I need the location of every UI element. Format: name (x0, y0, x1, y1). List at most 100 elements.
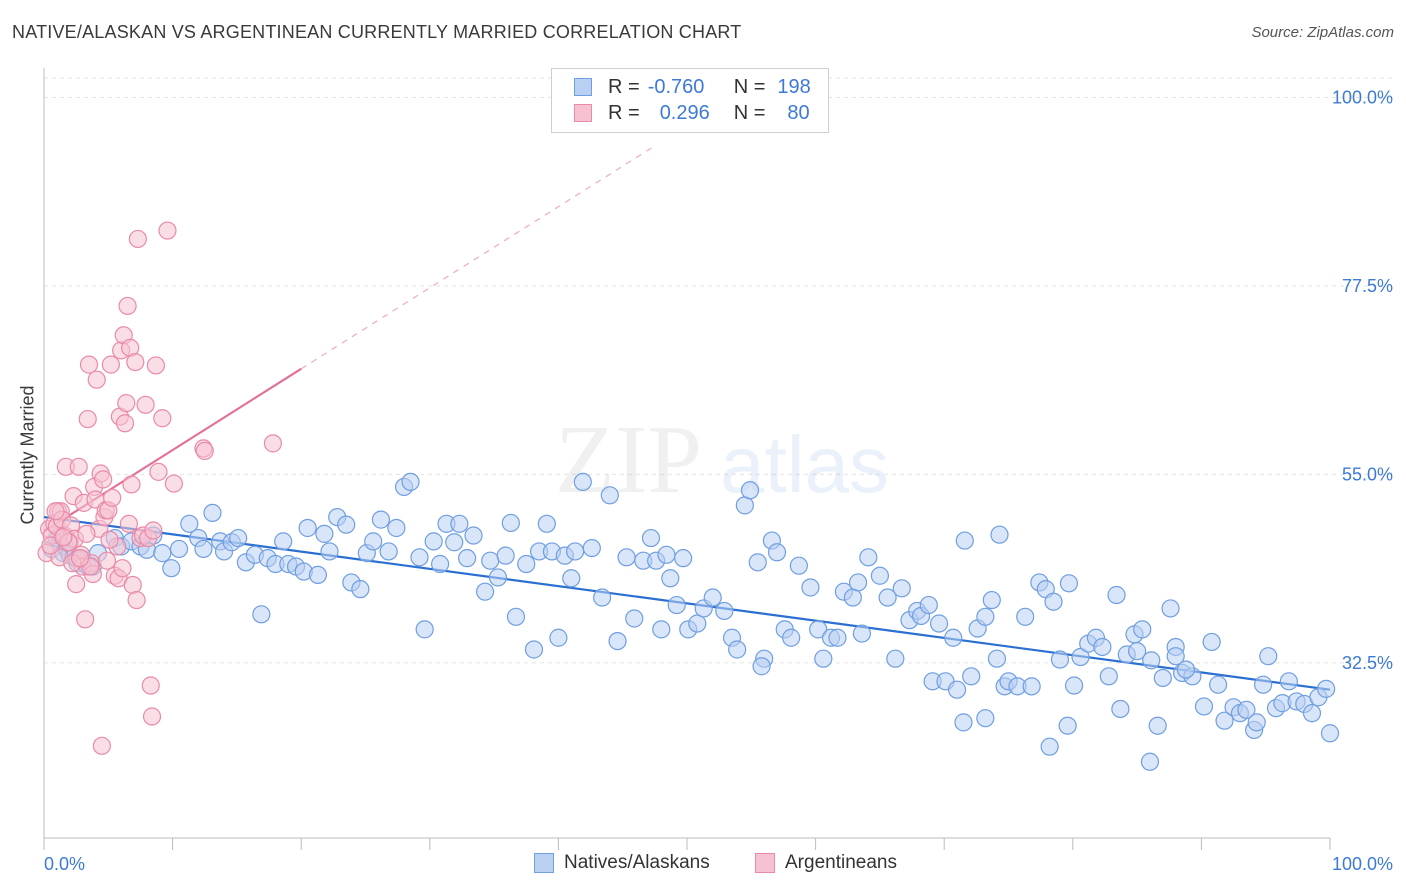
argentineans-point (123, 575, 142, 595)
argentineans-point (54, 528, 73, 547)
natives-point (180, 514, 199, 533)
natives-point (501, 513, 520, 533)
natives-point (814, 649, 833, 668)
natives-point (1247, 713, 1266, 732)
natives-point (728, 640, 747, 659)
natives-point (203, 503, 222, 523)
natives-point (430, 554, 450, 574)
natives-point (573, 472, 592, 492)
natives-point (1237, 700, 1256, 719)
argentineans-point (78, 409, 97, 429)
legend-n-label: N = (733, 75, 766, 98)
natives-point (617, 548, 636, 567)
natives-point (298, 518, 317, 538)
y-tick-label: 32.5% (1342, 653, 1393, 673)
natives-point (153, 544, 172, 563)
legend-item-natives: Natives/Alaskans (534, 852, 710, 874)
natives-point (488, 568, 508, 587)
natives-point (194, 539, 213, 559)
natives-point (1022, 677, 1041, 696)
natives-point (566, 542, 585, 561)
legend-r-value: -0.760 (647, 75, 705, 98)
natives-point (496, 546, 515, 565)
natives-point (1279, 672, 1298, 691)
natives-point (450, 514, 469, 533)
natives-point (641, 528, 661, 548)
natives-point (481, 551, 500, 570)
natives-point (1161, 599, 1180, 618)
natives-point (1059, 574, 1079, 593)
natives-point (1064, 676, 1084, 695)
legend-swatch-natives (574, 78, 592, 96)
argentineans-point (100, 530, 119, 549)
natives-point (990, 525, 1009, 544)
natives-point (976, 607, 995, 626)
argentineans-point (119, 514, 138, 533)
source-label: Source: ZipAtlas.com (1251, 24, 1394, 41)
argentineans-point (77, 524, 96, 543)
natives-point (1215, 711, 1234, 730)
series-natives-points (42, 472, 1340, 771)
natives-point (364, 532, 383, 551)
argentineans-point (94, 470, 113, 489)
natives-point (752, 657, 771, 676)
natives-point (1111, 699, 1130, 719)
argentineans-point (118, 296, 137, 316)
argentineans-point (103, 488, 122, 507)
legend-row-argentineans: R = 0.296 N = 80 (574, 100, 810, 126)
argentineans-point (146, 356, 165, 375)
natives-point (315, 524, 334, 543)
natives-point (593, 588, 612, 607)
natives-point (852, 624, 871, 643)
natives-point (445, 533, 464, 552)
natives-point (688, 614, 707, 633)
natives-point (1254, 675, 1273, 694)
natives-point (828, 628, 847, 647)
x-tick-label: 0.0% (44, 854, 85, 874)
argentineans-point (115, 414, 135, 433)
argentineans-point (126, 352, 145, 372)
grid-lines (44, 77, 1394, 664)
natives-point (870, 566, 890, 585)
chart-title: NATIVE/ALASKAN VS ARGENTINEAN CURRENTLY … (12, 22, 742, 42)
natives-point (782, 628, 801, 647)
watermark: ZIP atlas (555, 406, 889, 514)
legend-n-value: 80 (787, 101, 810, 124)
natives-point (1166, 647, 1185, 666)
legend-swatch-natives (534, 853, 554, 873)
y-tick-label: 100.0% (1332, 87, 1393, 107)
legend-label-natives: Natives/Alaskans (564, 852, 710, 873)
natives-point (229, 528, 248, 548)
argentineans-point (117, 394, 136, 413)
natives-point (1317, 679, 1336, 698)
natives-point (274, 532, 293, 551)
natives-point (537, 514, 556, 533)
trend-line-dashed (300, 144, 657, 370)
correlation-legend: R = -0.760 N = 198 R = 0.296 N = 80 (551, 68, 829, 133)
argentineans-point (127, 590, 146, 610)
natives-point (661, 569, 680, 588)
legend-swatch-argentineans (574, 104, 592, 122)
legend-n-label: N = (733, 101, 766, 124)
natives-point (892, 579, 911, 598)
x-tick-label: 100.0% (1332, 854, 1393, 874)
natives-point (767, 543, 787, 562)
argentineans-point (70, 549, 90, 568)
natives-point (162, 559, 181, 578)
natives-point (424, 532, 443, 551)
legend-swatch-argentineans (755, 853, 775, 873)
natives-point (987, 649, 1007, 668)
natives-point (549, 628, 568, 647)
series-argentineans-points (37, 221, 283, 755)
natives-point (982, 590, 1001, 610)
argentineans-point (164, 474, 183, 493)
natives-point (1044, 592, 1063, 611)
natives-point (703, 588, 722, 607)
natives-point (919, 595, 938, 615)
argentineans-point (142, 707, 162, 726)
natives-point (401, 472, 420, 492)
argentineans-point (128, 229, 147, 249)
natives-point (351, 580, 370, 599)
natives-point (1071, 647, 1090, 667)
legend-r-label: R = (608, 75, 640, 98)
